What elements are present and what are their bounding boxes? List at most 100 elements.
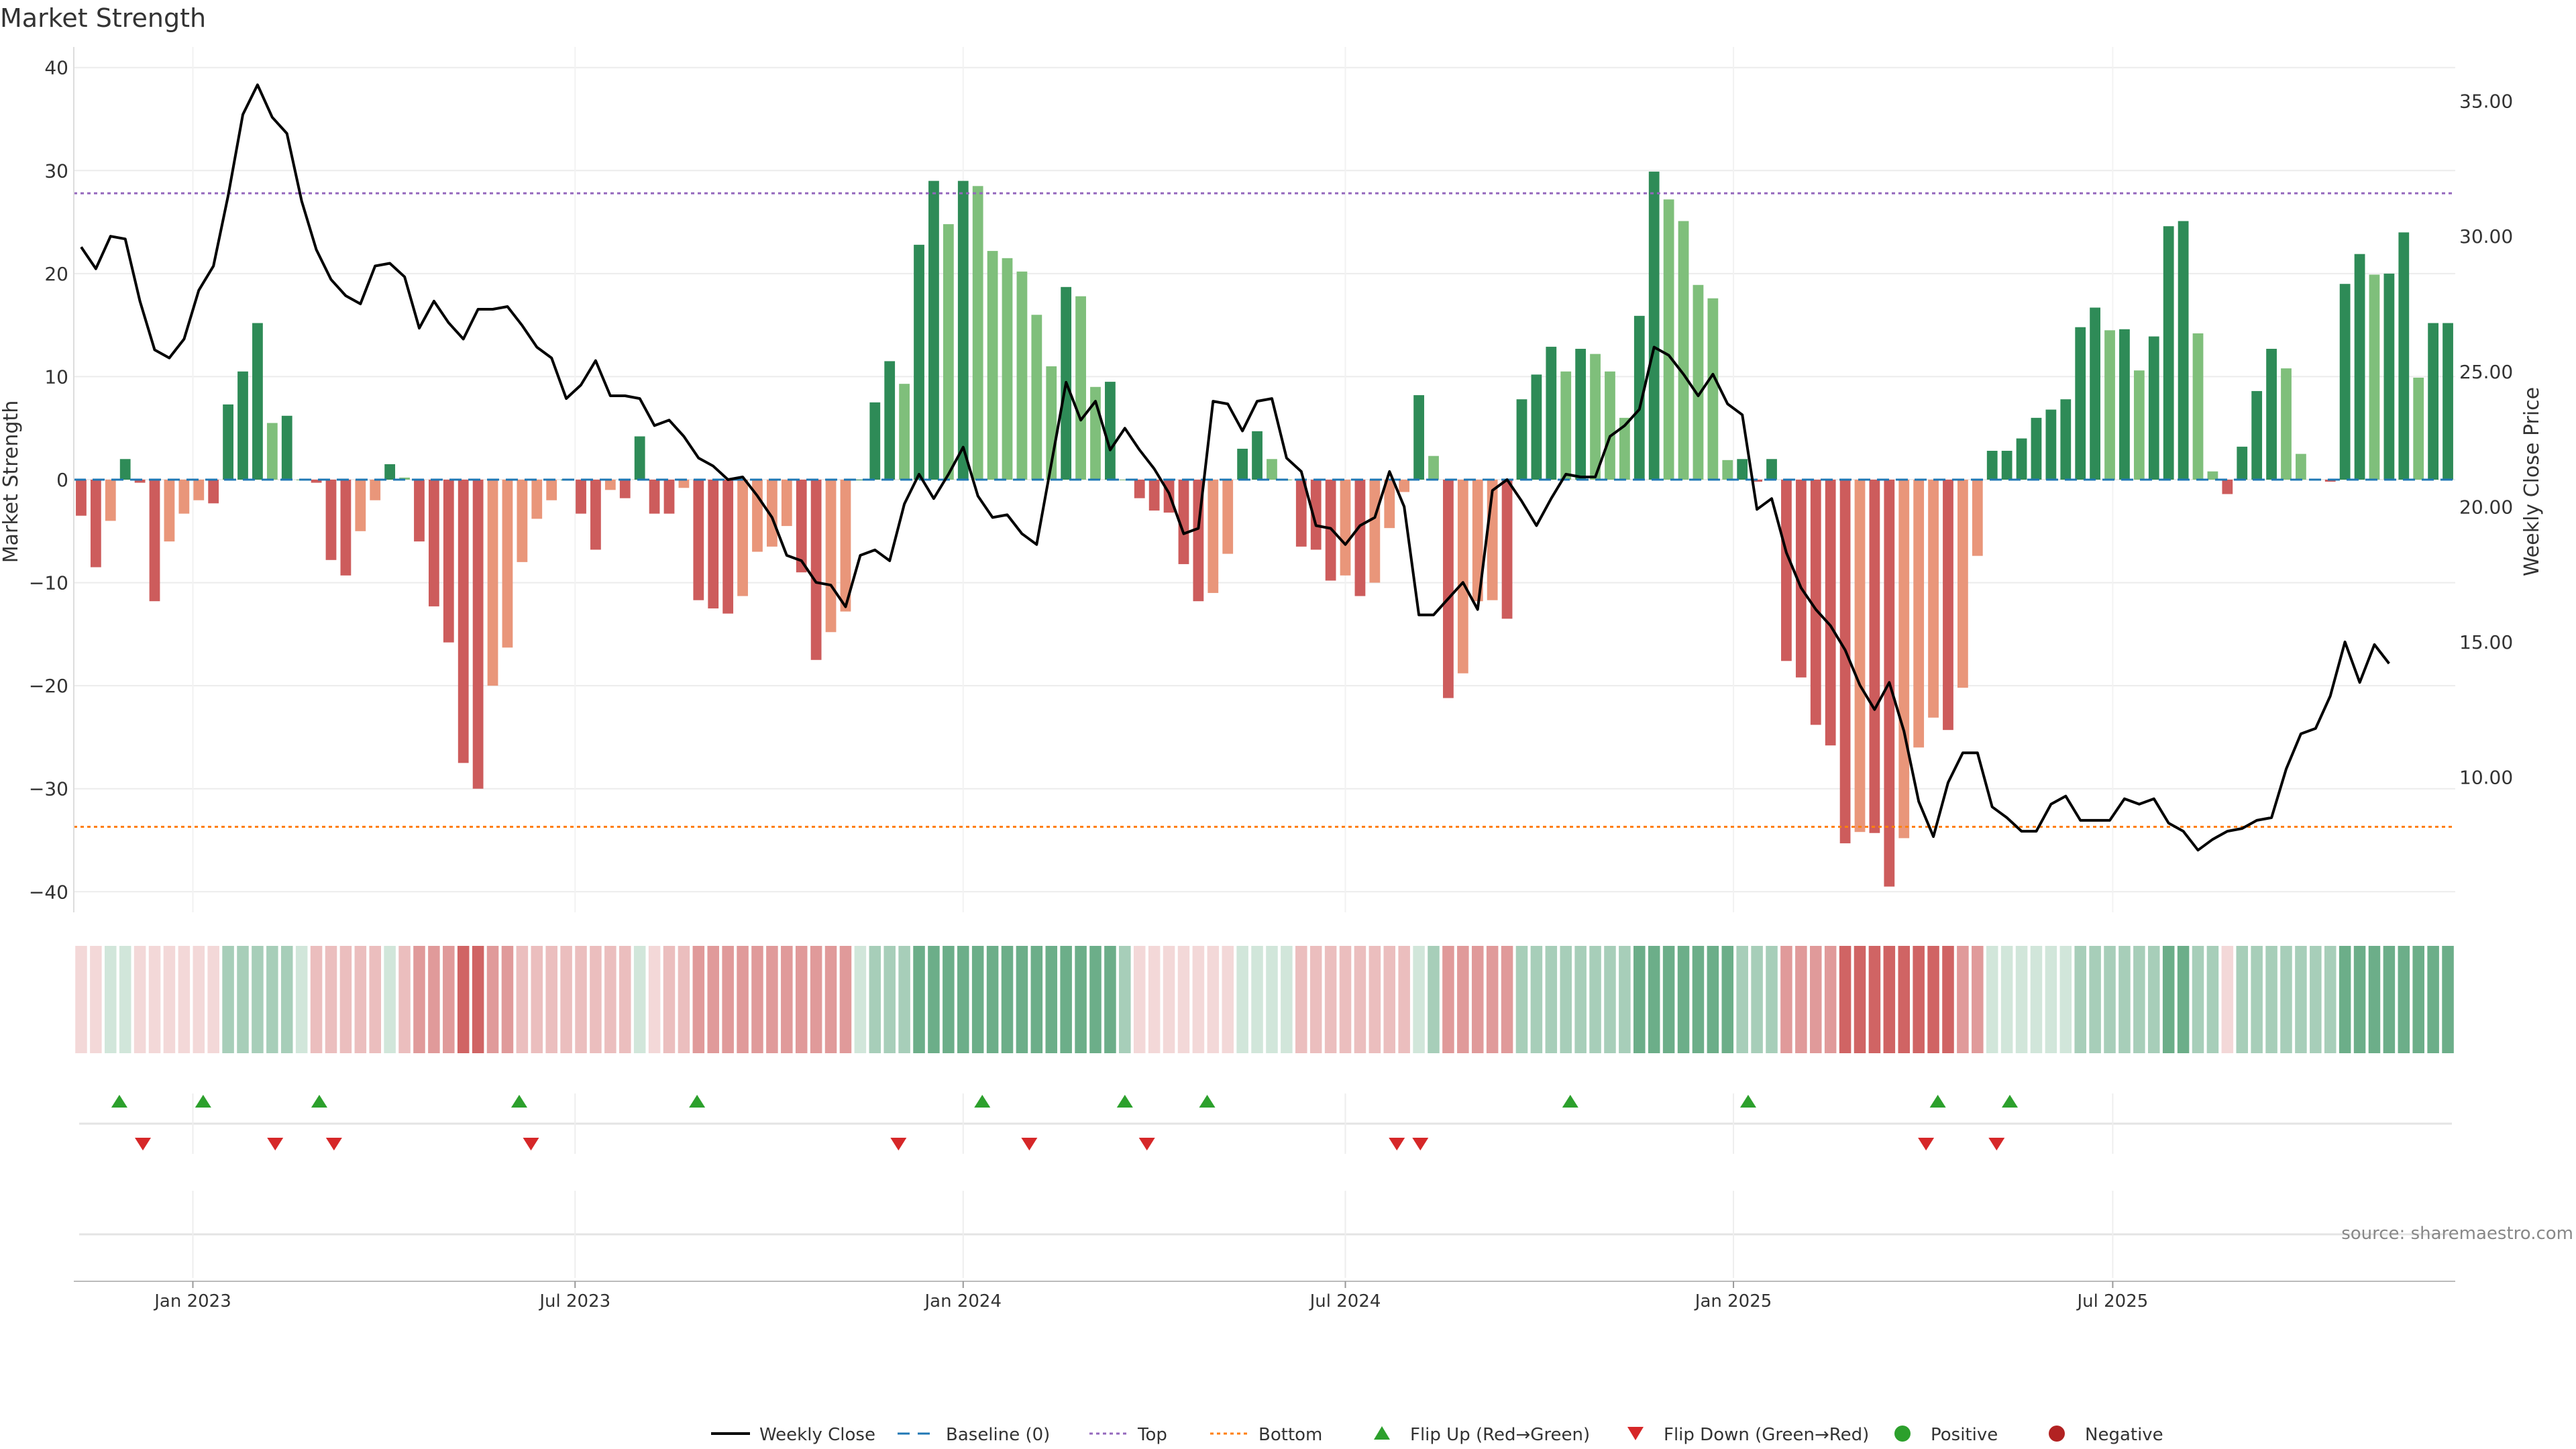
strength-bar — [340, 480, 352, 576]
strength-bar — [2207, 471, 2218, 480]
y2-tick-label: 10.00 — [2459, 766, 2513, 788]
flip-down-marker — [1389, 1138, 1405, 1150]
flip-up-marker — [111, 1095, 127, 1108]
strength-bar — [972, 186, 983, 480]
strength-bar — [1252, 431, 1263, 480]
heat-cell — [1045, 946, 1058, 1053]
strength-bar — [384, 464, 396, 480]
strength-bar — [370, 480, 381, 500]
flip-markers — [79, 1093, 2452, 1278]
source-note: source: sharemaestro.com — [2341, 1224, 2573, 1244]
heat-cell — [1295, 946, 1307, 1053]
heat-cell — [1428, 946, 1440, 1053]
strength-bar — [1633, 315, 1645, 480]
strength-bar — [1707, 298, 1719, 480]
flip-down-marker — [267, 1138, 284, 1150]
heat-cell — [1707, 946, 1719, 1053]
strength-bar — [1369, 480, 1381, 583]
heat-cell — [737, 946, 749, 1053]
heat-cell — [178, 946, 191, 1053]
strength-bar — [869, 402, 881, 480]
strength-bar — [531, 480, 543, 519]
heat-cell — [1633, 946, 1646, 1053]
strength-bar — [1237, 448, 1248, 480]
heat-cell — [1442, 946, 1454, 1053]
strength-bar — [1546, 346, 1557, 480]
flip-down-marker — [523, 1138, 539, 1150]
heat-cell — [1560, 946, 1572, 1053]
strength-bar — [722, 480, 734, 614]
strength-bar — [1105, 382, 1116, 480]
strength-bar — [1295, 480, 1307, 547]
flip-up-marker — [1929, 1095, 1946, 1108]
strength-bar — [1178, 480, 1189, 564]
y-tick-label: 40 — [44, 57, 68, 79]
strength-bar — [2104, 330, 2115, 480]
x-tick-label: Jan 2025 — [1694, 1291, 1772, 1311]
heat-cell — [2412, 946, 2424, 1053]
strength-bar — [311, 480, 322, 483]
heat-cell — [839, 946, 852, 1053]
heat-cell — [2206, 946, 2219, 1053]
strength-bar — [281, 415, 292, 480]
strength-bar — [1354, 480, 1366, 596]
strength-bar — [2148, 336, 2159, 480]
x-tick-label: Jan 2024 — [924, 1291, 1002, 1311]
heat-cell — [1677, 946, 1690, 1053]
strength-bar — [1016, 271, 1028, 480]
strength-bar — [2016, 438, 2027, 480]
strength-bar — [149, 480, 160, 602]
heat-cell — [590, 946, 602, 1053]
strength-bar — [693, 480, 704, 600]
strength-bar — [634, 436, 645, 480]
flip-up-marker — [689, 1095, 706, 1108]
strength-bar — [2060, 399, 2072, 480]
heat-cell — [2251, 946, 2263, 1053]
strength-bar — [90, 480, 101, 568]
strength-bar — [252, 323, 263, 480]
strength-bar — [619, 480, 631, 498]
heat-cell — [648, 946, 661, 1053]
heat-cell — [1898, 946, 1911, 1053]
heat-cell — [105, 946, 117, 1053]
heat-cell — [1751, 946, 1763, 1053]
strength-bar — [414, 480, 425, 542]
heat-cell — [222, 946, 234, 1053]
heat-cell — [1089, 946, 1102, 1053]
heat-cell — [1486, 946, 1499, 1053]
strength-bar — [1737, 459, 1748, 480]
strength-bar — [193, 480, 205, 500]
heat-cell — [354, 946, 367, 1053]
heat-cell — [707, 946, 720, 1053]
x-tick-label: Jan 2023 — [153, 1291, 231, 1311]
heat-cell — [119, 946, 131, 1053]
strength-bar — [840, 480, 851, 612]
strength-bar — [1472, 480, 1483, 602]
strength-bar — [590, 480, 601, 550]
strength-bar — [767, 480, 777, 547]
heat-cell — [1824, 946, 1837, 1053]
strength-bar — [576, 480, 586, 514]
legend-label-negative: Negative — [2085, 1425, 2163, 1445]
heat-cell — [2074, 946, 2086, 1053]
heat-cell — [163, 946, 176, 1053]
strength-bar — [472, 480, 484, 789]
strength-bar — [2178, 221, 2189, 480]
heat-cell — [1809, 946, 1822, 1053]
heat-cell — [1236, 946, 1248, 1053]
strength-bar — [2119, 329, 2130, 480]
heat-cell — [1060, 946, 1072, 1053]
strength-bar — [517, 480, 528, 562]
x-axis: Jan 2023 Jul 2023 Jan 2024 Jul 2024 Jan 2025… — [74, 1281, 2455, 1311]
flip-up-marker — [1562, 1095, 1578, 1108]
heat-cell — [252, 946, 264, 1053]
heat-cell — [325, 946, 337, 1053]
strength-bar — [1222, 480, 1234, 554]
heat-cell — [1868, 946, 1881, 1053]
heat-cell — [2104, 946, 2116, 1053]
legend-label-flip-down: Flip Down (Green→Red) — [1664, 1425, 1869, 1445]
legend-label-flip-up: Flip Up (Red→Green) — [1410, 1425, 1590, 1445]
strength-bar — [987, 251, 998, 480]
strength-bar — [1678, 221, 1689, 480]
strength-bar — [1693, 284, 1704, 480]
